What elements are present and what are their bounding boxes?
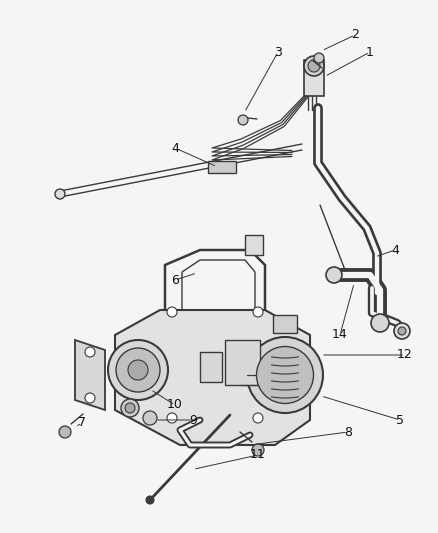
Circle shape bbox=[252, 444, 264, 456]
Text: 14: 14 bbox=[332, 328, 348, 342]
Circle shape bbox=[55, 189, 65, 199]
Circle shape bbox=[146, 496, 154, 504]
Circle shape bbox=[143, 411, 157, 425]
Circle shape bbox=[398, 327, 406, 335]
Circle shape bbox=[257, 346, 314, 403]
Bar bbox=[208, 161, 236, 173]
Text: 7: 7 bbox=[78, 416, 86, 430]
Circle shape bbox=[85, 347, 95, 357]
Text: 11: 11 bbox=[250, 448, 266, 462]
Circle shape bbox=[121, 399, 139, 417]
Circle shape bbox=[238, 115, 248, 125]
Bar bbox=[225, 340, 260, 385]
Circle shape bbox=[253, 307, 263, 317]
Bar bbox=[273, 315, 297, 333]
Circle shape bbox=[128, 360, 148, 380]
Circle shape bbox=[108, 340, 168, 400]
Circle shape bbox=[167, 307, 177, 317]
Text: 9: 9 bbox=[189, 414, 197, 426]
Text: 12: 12 bbox=[397, 349, 413, 361]
Text: 8: 8 bbox=[344, 425, 352, 439]
Polygon shape bbox=[75, 340, 105, 410]
Circle shape bbox=[85, 393, 95, 403]
Circle shape bbox=[394, 323, 410, 339]
Circle shape bbox=[326, 267, 342, 283]
Polygon shape bbox=[304, 60, 324, 96]
Text: 2: 2 bbox=[351, 28, 359, 42]
Circle shape bbox=[253, 413, 263, 423]
Circle shape bbox=[371, 314, 389, 332]
Circle shape bbox=[247, 337, 323, 413]
Polygon shape bbox=[115, 310, 310, 445]
Text: 4: 4 bbox=[391, 244, 399, 256]
Circle shape bbox=[59, 426, 71, 438]
Text: 4: 4 bbox=[171, 141, 179, 155]
Circle shape bbox=[308, 60, 320, 72]
Text: 3: 3 bbox=[274, 45, 282, 59]
Circle shape bbox=[125, 403, 135, 413]
Circle shape bbox=[304, 56, 324, 76]
Bar bbox=[200, 352, 222, 382]
Text: 6: 6 bbox=[171, 273, 179, 287]
Bar bbox=[245, 235, 263, 255]
Circle shape bbox=[314, 53, 324, 63]
Circle shape bbox=[167, 413, 177, 423]
Text: 1: 1 bbox=[366, 45, 374, 59]
Text: 10: 10 bbox=[167, 399, 183, 411]
Text: 5: 5 bbox=[396, 414, 404, 426]
Circle shape bbox=[116, 348, 160, 392]
